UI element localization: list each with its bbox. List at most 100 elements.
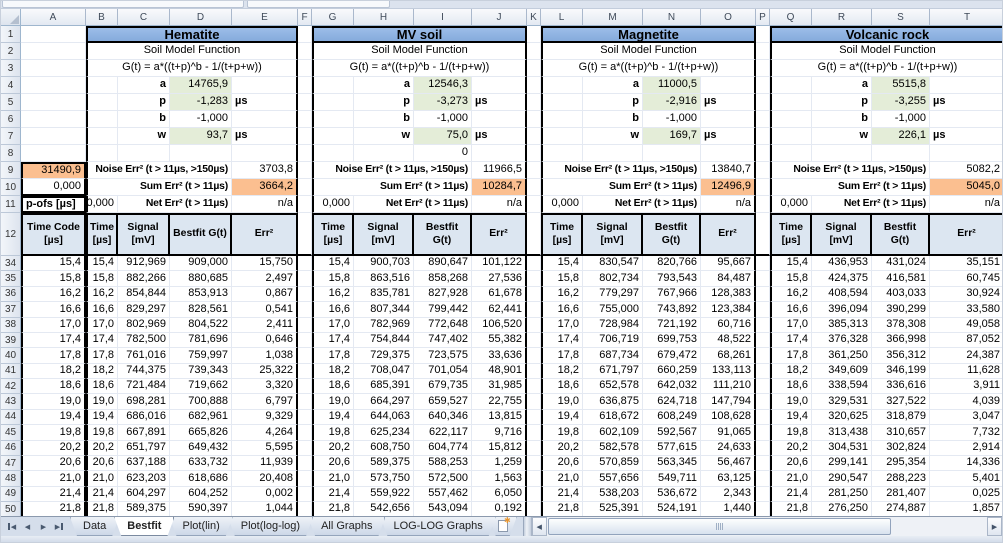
table-cell[interactable]: 782,500	[118, 332, 170, 349]
table-cell[interactable]: 679,472	[643, 348, 701, 364]
table-cell[interactable]: 651,797	[118, 440, 170, 456]
cell[interactable]	[583, 145, 643, 162]
table-cell[interactable]: 807,344	[354, 302, 414, 318]
table-cell[interactable]: 31,985	[472, 379, 527, 395]
row-header-49[interactable]: 49	[1, 486, 21, 502]
table-cell[interactable]: 759,997	[170, 348, 232, 364]
table-cell[interactable]: 804,522	[170, 317, 232, 333]
cell[interactable]	[756, 213, 770, 256]
table-cell[interactable]: 60,745	[930, 271, 1002, 287]
row-header-48[interactable]: 48	[1, 471, 21, 487]
cell[interactable]	[298, 111, 312, 128]
table-cell[interactable]: 802,969	[118, 317, 170, 333]
table-cell[interactable]: 699,753	[643, 332, 701, 349]
scroll-right-button[interactable]: ▶	[987, 517, 1002, 536]
row-header-46[interactable]: 46	[1, 440, 21, 456]
row-header-42[interactable]: 42	[1, 379, 21, 395]
row-header-44[interactable]: 44	[1, 409, 21, 426]
row-header-10[interactable]: 10	[1, 179, 21, 196]
cell[interactable]	[21, 111, 86, 128]
scrollbar-thumb[interactable]	[547, 518, 892, 535]
table-column-header[interactable]: Time [µs]	[312, 213, 354, 256]
table-cell[interactable]: 660,259	[643, 363, 701, 379]
table-cell[interactable]: 24,633	[701, 440, 756, 456]
param-extra-value[interactable]	[643, 145, 701, 162]
table-cell[interactable]: 17,8	[770, 348, 812, 364]
cell[interactable]	[527, 425, 541, 441]
table-cell[interactable]: 685,391	[354, 379, 414, 395]
table-cell[interactable]: 686,016	[118, 409, 170, 426]
cell[interactable]	[298, 179, 312, 196]
table-cell[interactable]: 63,125	[701, 471, 756, 487]
column-header-M[interactable]: M	[583, 9, 643, 26]
table-cell[interactable]: 577,615	[643, 440, 701, 456]
table-cell[interactable]: 17,4	[312, 332, 354, 349]
table-cell[interactable]: 719,662	[170, 379, 232, 395]
cell[interactable]	[527, 128, 541, 145]
cell[interactable]	[541, 111, 583, 128]
row-header-47[interactable]: 47	[1, 455, 21, 472]
table-cell[interactable]: 366,998	[872, 332, 930, 349]
section-title[interactable]: MV soil	[312, 26, 527, 43]
table-cell[interactable]: 35,151	[930, 256, 1002, 272]
col-a-sum-value[interactable]: 0,000	[21, 179, 86, 196]
table-cell[interactable]: 729,375	[354, 348, 414, 364]
table-cell[interactable]: 18,6	[312, 379, 354, 395]
table-cell[interactable]: 912,969	[118, 256, 170, 272]
table-cell[interactable]: 2,914	[930, 440, 1002, 456]
cell[interactable]	[527, 145, 541, 162]
table-cell[interactable]: 782,969	[354, 317, 414, 333]
table-cell[interactable]: 604,297	[118, 486, 170, 502]
table-cell[interactable]: 589,375	[354, 455, 414, 472]
cell[interactable]	[21, 94, 86, 111]
table-cell[interactable]: 21,4	[86, 486, 118, 502]
cell[interactable]	[21, 145, 86, 162]
previous-sheet-button[interactable]: ◀	[24, 523, 31, 531]
table-cell[interactable]: 128,383	[701, 286, 756, 303]
table-cell[interactable]: 15,4	[770, 256, 812, 272]
table-column-header[interactable]: Signal [mV]	[354, 213, 414, 256]
table-cell[interactable]: 723,575	[414, 348, 472, 364]
cell[interactable]	[756, 348, 770, 364]
table-cell[interactable]: 17,8	[86, 348, 118, 364]
cell[interactable]	[527, 286, 541, 303]
table-cell[interactable]: 15,4	[541, 256, 583, 272]
table-cell[interactable]: 108,628	[701, 409, 756, 426]
table-cell[interactable]: 802,734	[583, 271, 643, 287]
table-cell[interactable]: 1,563	[472, 471, 527, 487]
param-value[interactable]: 14765,9	[170, 77, 232, 94]
table-cell[interactable]: 563,345	[643, 455, 701, 472]
column-header-B[interactable]: B	[86, 9, 118, 26]
table-cell[interactable]: 431,024	[872, 256, 930, 272]
table-cell[interactable]: 18,2	[770, 363, 812, 379]
table-cell[interactable]: 17,4	[770, 332, 812, 349]
table-column-header[interactable]: Bestfit G(t)	[872, 213, 930, 256]
param-value[interactable]: -1,283	[170, 94, 232, 111]
scrollbar-track[interactable]	[546, 517, 987, 536]
param-value[interactable]: -1,000	[170, 111, 232, 128]
table-column-header[interactable]: Bestfit G(t)	[170, 213, 232, 256]
table-column-header[interactable]: Err²	[472, 213, 527, 256]
cell[interactable]	[701, 145, 756, 162]
row-header-9[interactable]: 9	[1, 162, 21, 179]
cell[interactable]	[527, 394, 541, 410]
cell[interactable]	[298, 213, 312, 256]
param-extra-value[interactable]: 0	[414, 145, 472, 162]
table-cell[interactable]: 16,6	[541, 302, 583, 318]
cell[interactable]	[756, 196, 770, 213]
table-cell[interactable]: 13,815	[472, 409, 527, 426]
cell[interactable]	[21, 26, 86, 43]
timecode-cell[interactable]: 19,4	[21, 409, 86, 426]
cell[interactable]	[298, 162, 312, 179]
table-cell[interactable]: 19,0	[770, 394, 812, 410]
table-cell[interactable]: 604,252	[170, 486, 232, 502]
table-column-header[interactable]: Time [µs]	[541, 213, 583, 256]
column-header-S[interactable]: S	[872, 9, 930, 26]
table-cell[interactable]: 378,308	[872, 317, 930, 333]
row-header-1[interactable]: 1	[1, 26, 21, 43]
cell[interactable]	[21, 43, 86, 60]
table-cell[interactable]: 853,913	[170, 286, 232, 303]
row-header-12[interactable]: 12	[1, 213, 21, 256]
table-cell[interactable]: 18,6	[541, 379, 583, 395]
table-cell[interactable]: 636,875	[583, 394, 643, 410]
